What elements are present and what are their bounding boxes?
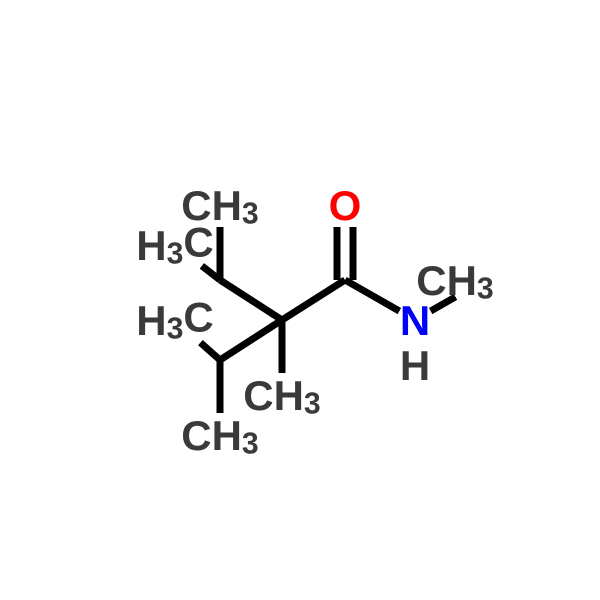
bond — [220, 280, 282, 320]
atom-label: H3C — [136, 293, 214, 345]
bond — [345, 280, 399, 311]
atom-label: CH3 — [243, 372, 321, 420]
chemical-structure: ONHCH3CH3CH3H3CH3CCH3 — [0, 0, 600, 600]
atom-label: N — [400, 297, 430, 344]
atom-label: H — [400, 342, 430, 389]
atom-label: CH3 — [416, 257, 494, 305]
atom-label: H3C — [136, 218, 214, 270]
atom-label: O — [329, 182, 362, 229]
bond — [220, 320, 282, 360]
bond — [282, 280, 345, 320]
atom-label: CH3 — [181, 412, 259, 460]
bond — [200, 343, 220, 360]
